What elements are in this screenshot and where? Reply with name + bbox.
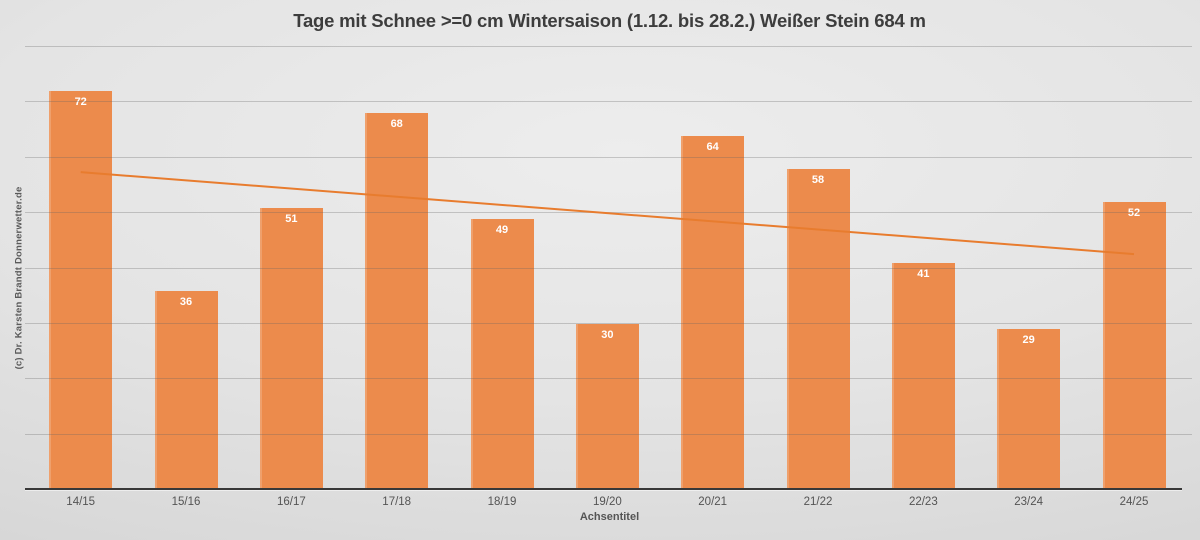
category-label: 15/16 bbox=[171, 496, 201, 508]
bar-19/20: 30 bbox=[575, 323, 639, 490]
category-label: 23/24 bbox=[1014, 496, 1044, 508]
x-axis-line bbox=[25, 488, 1182, 490]
gridline bbox=[25, 322, 1192, 324]
chart-title: Tage mit Schnee >=0 cm Wintersaison (1.1… bbox=[293, 10, 926, 31]
bar-value-label: 58 bbox=[811, 173, 825, 186]
bar-value-label: 68 bbox=[390, 118, 403, 131]
category-label: 18/19 bbox=[487, 496, 517, 508]
gridline bbox=[25, 267, 1192, 269]
bar-20/21: 64 bbox=[681, 135, 745, 490]
gridline bbox=[25, 433, 1192, 435]
category-label: 17/18 bbox=[382, 496, 412, 508]
bar-18/19: 49 bbox=[470, 218, 534, 490]
gridline bbox=[25, 101, 1192, 103]
copyright-watermark: (c) Dr. Karsten Brandt Donnerwetter.de bbox=[13, 186, 25, 370]
bar-16/17: 51 bbox=[259, 207, 323, 490]
bar-value-label: 29 bbox=[1022, 334, 1035, 347]
bar-21/22: 58 bbox=[786, 168, 850, 490]
gridline bbox=[25, 156, 1192, 158]
bar-value-label: 30 bbox=[601, 328, 614, 341]
category-label: 20/21 bbox=[698, 496, 728, 508]
category-label: 16/17 bbox=[276, 496, 306, 508]
bar-23/24: 29 bbox=[997, 329, 1061, 490]
bar-value-label: 51 bbox=[285, 212, 298, 225]
gridline bbox=[25, 378, 1192, 380]
gridline bbox=[25, 212, 1192, 214]
gridline bbox=[25, 46, 1192, 47]
x-axis-title: Achsentitel bbox=[579, 511, 640, 523]
category-label: 19/20 bbox=[592, 496, 622, 508]
bar-15/16: 36 bbox=[154, 290, 218, 490]
bar-24/25: 52 bbox=[1102, 202, 1166, 490]
bar-value-label: 49 bbox=[495, 223, 509, 236]
category-label: 22/23 bbox=[908, 496, 938, 508]
bar-value-label: 36 bbox=[179, 295, 193, 308]
bar-22/23: 41 bbox=[891, 262, 955, 490]
category-label: 14/15 bbox=[66, 496, 96, 508]
bar-value-label: 64 bbox=[706, 140, 719, 153]
bar-14/15: 72 bbox=[49, 91, 113, 490]
category-label: 24/25 bbox=[1119, 496, 1149, 508]
bar-value-label: 72 bbox=[74, 96, 87, 109]
plot-area: 72 36 51 68 49 30 64 58 41 29 52 bbox=[25, 46, 1192, 490]
category-label: 21/22 bbox=[803, 496, 833, 508]
bar-value-label: 41 bbox=[917, 267, 930, 280]
